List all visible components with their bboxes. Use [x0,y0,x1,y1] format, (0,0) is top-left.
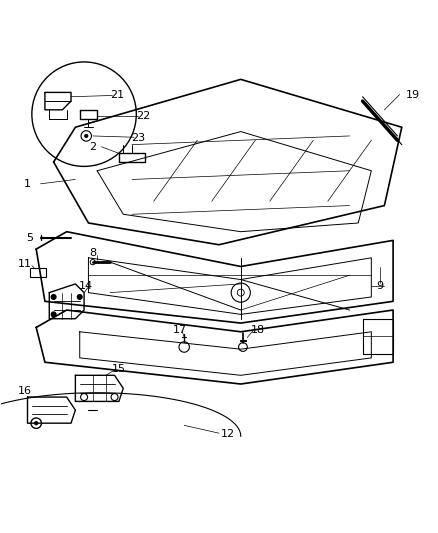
Text: 22: 22 [136,111,150,122]
Text: 11: 11 [18,260,32,269]
Text: 21: 21 [110,90,124,100]
Text: 9: 9 [377,281,384,291]
Text: 17: 17 [173,325,187,335]
Text: 18: 18 [251,325,265,335]
Text: 23: 23 [131,133,145,143]
Text: 15: 15 [112,364,126,374]
Text: 1: 1 [24,179,31,189]
Text: 2: 2 [89,142,96,152]
Text: 14: 14 [79,281,93,291]
Text: 5: 5 [26,233,33,243]
Circle shape [85,134,88,138]
Text: 12: 12 [221,429,235,439]
Circle shape [34,421,39,425]
Text: 16: 16 [18,385,32,395]
Text: 8: 8 [89,248,96,259]
Bar [30,268,46,277]
Circle shape [50,311,57,318]
Circle shape [50,294,57,300]
Text: 19: 19 [406,90,420,100]
Circle shape [77,294,83,300]
